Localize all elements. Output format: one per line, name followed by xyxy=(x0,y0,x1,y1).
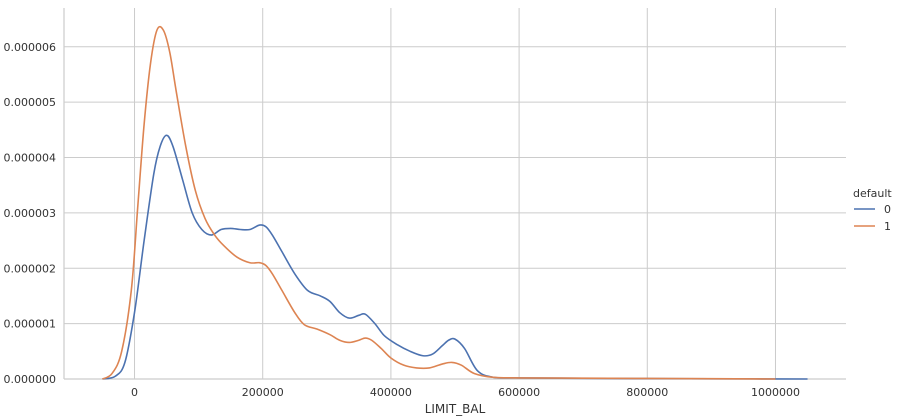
y-tick-label: 0.000001 xyxy=(4,318,57,331)
x-tick-label: 600000 xyxy=(498,386,540,399)
x-tick-labels: 0 200000 400000 600000 800000 1000000 xyxy=(131,386,800,399)
y-tick-label: 0.000004 xyxy=(4,152,57,165)
series-line-1 xyxy=(102,25,776,380)
legend: default 0 1 xyxy=(853,187,892,233)
x-tick-label: 800000 xyxy=(626,386,668,399)
legend-title: default xyxy=(853,187,892,200)
x-tick-label: 1000000 xyxy=(751,386,800,399)
x-tick-label: 0 xyxy=(131,386,138,399)
legend-label-0: 0 xyxy=(884,203,891,216)
series-line-0 xyxy=(102,134,808,380)
y-tick-label: 0.000002 xyxy=(4,262,57,275)
x-tick-label: 200000 xyxy=(242,386,284,399)
y-tick-label: 0.000006 xyxy=(4,41,57,54)
y-tick-label: 0.000005 xyxy=(4,96,57,109)
grid-lines xyxy=(64,8,846,380)
y-tick-labels: 0.000000 0.000001 0.000002 0.000003 0.000004… xyxy=(4,41,57,386)
x-tick-label: 400000 xyxy=(370,386,412,399)
y-tick-label: 0.000003 xyxy=(4,207,57,220)
x-axis-label: LIMIT_BAL xyxy=(425,402,486,416)
y-tick-label: 0.000000 xyxy=(4,373,57,386)
series-lines xyxy=(102,25,808,380)
legend-label-1: 1 xyxy=(884,220,891,233)
